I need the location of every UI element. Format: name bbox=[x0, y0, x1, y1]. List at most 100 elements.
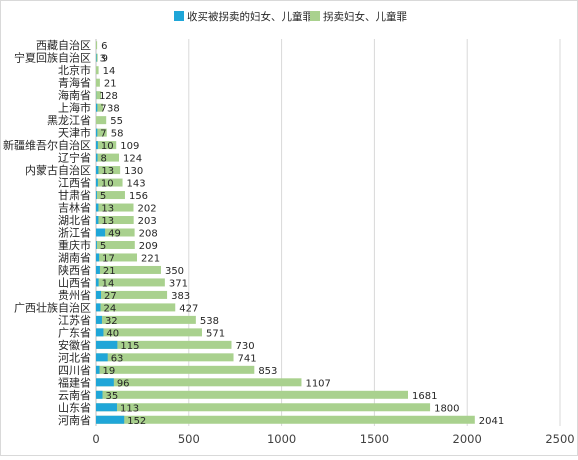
data-label-s2: 1800 bbox=[434, 403, 459, 414]
bar-18-s1 bbox=[96, 253, 99, 261]
y-tick-label: 宁夏回族自治区 bbox=[14, 51, 91, 65]
y-tick-label: 云南省 bbox=[58, 389, 91, 402]
data-label-s2: 130 bbox=[124, 166, 143, 177]
bar-8-s1 bbox=[96, 129, 97, 137]
x-tick-label: 2500 bbox=[545, 432, 574, 446]
bar-28-s1 bbox=[96, 378, 114, 386]
y-tick-label: 贵州省 bbox=[58, 289, 91, 302]
data-label-s1: 8 bbox=[100, 154, 106, 165]
data-label-s1: 7 bbox=[100, 129, 106, 140]
y-tick-label: 北京市 bbox=[58, 63, 91, 77]
bar-27-s2 bbox=[96, 366, 254, 374]
data-label-s2: 741 bbox=[238, 353, 257, 364]
data-label-s1: 63 bbox=[111, 353, 124, 364]
data-label-s2: 427 bbox=[179, 303, 198, 314]
bar-25-s1 bbox=[96, 341, 117, 349]
data-label-s2: 853 bbox=[258, 366, 277, 377]
data-label-s2: 38 bbox=[107, 104, 120, 115]
data-label-s1: 113 bbox=[120, 403, 139, 414]
y-tick-label: 内蒙古自治区 bbox=[25, 163, 91, 177]
data-label-s2: 383 bbox=[171, 291, 190, 302]
bar-31-s2 bbox=[96, 416, 475, 424]
data-label-s2: 209 bbox=[139, 241, 158, 252]
bar-21-s1 bbox=[96, 291, 101, 299]
data-label-s2: 6 bbox=[101, 41, 107, 52]
y-tick-label: 河北省 bbox=[58, 351, 91, 364]
bar-29-s2 bbox=[96, 391, 408, 399]
data-label-s2: 55 bbox=[110, 116, 123, 127]
x-tick-label: 1000 bbox=[267, 432, 296, 446]
bar-24-s1 bbox=[96, 328, 103, 336]
data-label-s1: 10 bbox=[101, 179, 114, 190]
data-label-s1: 27 bbox=[104, 291, 117, 302]
data-label-s1: 5 bbox=[100, 241, 106, 252]
data-label-s1: 14 bbox=[102, 278, 115, 289]
y-tick-label: 重庆市 bbox=[58, 238, 91, 252]
y-tick-label: 江西省 bbox=[58, 177, 91, 190]
data-label-s2: 371 bbox=[169, 278, 188, 289]
bar-6-s1 bbox=[96, 104, 97, 112]
y-tick-label: 青海省 bbox=[58, 76, 91, 90]
data-label-s1: 49 bbox=[108, 229, 121, 240]
data-label-s2: 202 bbox=[137, 204, 156, 215]
data-label-s1: 5 bbox=[100, 191, 106, 202]
bar-17-s1 bbox=[96, 241, 97, 249]
data-label-s2: 21 bbox=[104, 79, 117, 90]
data-label-s2: 156 bbox=[129, 191, 148, 202]
data-label-s1: 35 bbox=[105, 391, 118, 402]
bar-3-s2 bbox=[96, 66, 99, 74]
legend-swatch-1 bbox=[174, 11, 184, 21]
y-tick-label: 江苏省 bbox=[58, 314, 91, 327]
data-label-s1: 17 bbox=[102, 253, 115, 264]
bar-29-s1 bbox=[96, 391, 102, 399]
y-tick-label: 安徽省 bbox=[58, 338, 91, 352]
data-label-s1: 3 bbox=[100, 54, 106, 65]
y-tick-label: 吉林省 bbox=[58, 201, 91, 215]
data-label-s2: 730 bbox=[235, 341, 254, 352]
y-tick-label: 山东省 bbox=[58, 401, 91, 414]
bar-1-s2 bbox=[96, 41, 97, 49]
y-tick-label: 西藏自治区 bbox=[36, 38, 91, 52]
data-label-s1: 1 bbox=[99, 91, 105, 102]
data-label-s1: 24 bbox=[103, 303, 116, 314]
bar-13-s1 bbox=[96, 191, 97, 199]
y-tick-label: 海南省 bbox=[58, 88, 91, 102]
y-tick-label: 广东省 bbox=[58, 326, 91, 339]
x-tick-label: 2000 bbox=[453, 432, 482, 446]
data-label-s2: 14 bbox=[103, 66, 116, 77]
bar-20-s1 bbox=[96, 278, 99, 286]
x-tick-label: 500 bbox=[178, 432, 200, 446]
bar-31-s1 bbox=[96, 416, 124, 424]
bar-16-s1 bbox=[96, 229, 105, 237]
bar-27-s1 bbox=[96, 366, 100, 374]
data-label-s1: 13 bbox=[101, 166, 114, 177]
bar-15-s1 bbox=[96, 216, 98, 224]
data-label-s2: 28 bbox=[105, 91, 118, 102]
data-label-s1: 96 bbox=[117, 378, 130, 389]
bar-26-s1 bbox=[96, 353, 108, 361]
data-label-s1: 40 bbox=[106, 328, 119, 339]
y-tick-label: 新疆维吾尔自治区 bbox=[3, 138, 91, 152]
data-label-s2: 538 bbox=[200, 316, 219, 327]
data-label-s2: 1681 bbox=[412, 391, 437, 402]
data-label-s2: 203 bbox=[138, 216, 157, 227]
legend-swatch-2 bbox=[310, 11, 320, 21]
data-label-s2: 350 bbox=[165, 266, 184, 277]
data-label-s2: 109 bbox=[120, 141, 139, 152]
bar-30-s1 bbox=[96, 403, 117, 411]
bar-7-s2 bbox=[96, 116, 106, 124]
bar-4-s2 bbox=[96, 79, 100, 87]
y-tick-label: 甘肃省 bbox=[58, 189, 91, 202]
data-label-s1: 10 bbox=[101, 141, 114, 152]
data-label-s1: 21 bbox=[103, 266, 116, 277]
data-label-s1: 13 bbox=[101, 204, 114, 215]
y-tick-label: 湖北省 bbox=[58, 214, 91, 227]
y-tick-label: 上海市 bbox=[58, 101, 91, 115]
x-tick-label: 0 bbox=[92, 432, 99, 446]
bar-23-s1 bbox=[96, 316, 102, 324]
bar-10-s1 bbox=[96, 154, 97, 162]
bar-14-s1 bbox=[96, 204, 98, 212]
y-tick-label: 河南省 bbox=[58, 414, 91, 427]
